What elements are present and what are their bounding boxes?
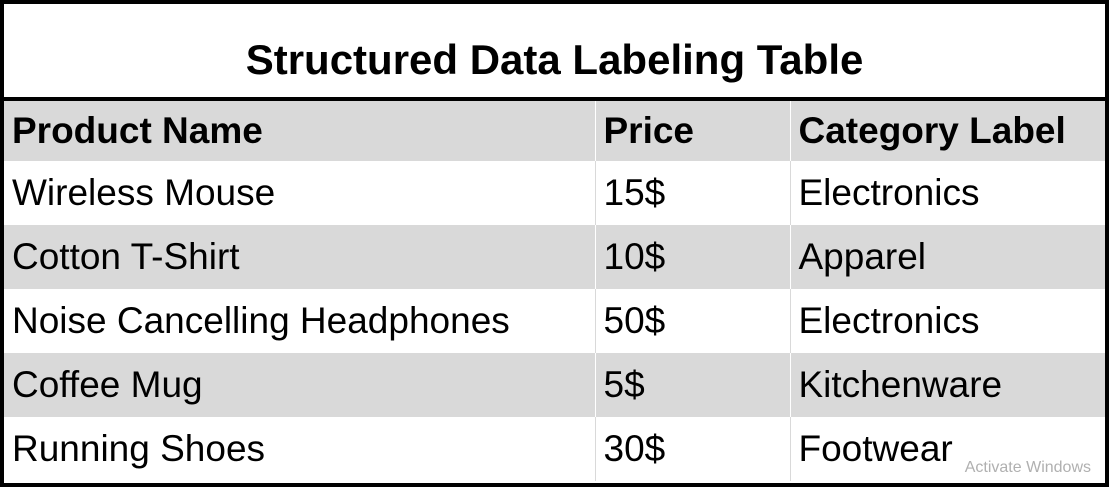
table-cell: 10$ [594,225,790,289]
table-body: Wireless Mouse 15$ Electronics Cotton T-Shi… [4,161,1105,481]
table-cell: 15$ [594,161,790,225]
table-cell: Electronics [789,161,1105,225]
table-cell: 30$ [594,417,790,481]
table-cell: Noise Cancelling Headphones [12,300,510,341]
table-row: Coffee Mug 5$ Kitchenware [4,353,1105,417]
data-table: Structured Data Labeling Table Product N… [4,4,1105,481]
table-row: Cotton T-Shirt 10$ Apparel [4,225,1105,289]
table-cell: 5$ [594,353,790,417]
table-row: Wireless Mouse 15$ Electronics [4,161,1105,225]
column-header: Price [594,99,790,161]
header-row: Product Name Price Category Label [4,99,1105,161]
column-header: Product Name [4,99,595,161]
table-row: Running Shoes 30$ Footwear [4,417,1105,481]
table-cell: Footwear [789,417,1105,481]
column-header: Category Label [789,99,1105,161]
table-cell: Cotton T-Shirt [4,225,595,289]
table-cell: Electronics [789,289,1105,353]
table-cell: Kitchenware [789,353,1105,417]
table-title: Structured Data Labeling Table [4,4,1105,101]
table-cell: Running Shoes [12,428,266,469]
table-cell: Coffee Mug [4,353,595,417]
table-row: Noise Cancelling Headphones 50$ Electronic… [4,289,1105,353]
watermark: Activate Windows [964,459,1091,476]
table-cell: Apparel [789,225,1105,289]
table-cell: 50$ [594,289,790,353]
table-cell: Wireless Mouse [12,172,276,213]
